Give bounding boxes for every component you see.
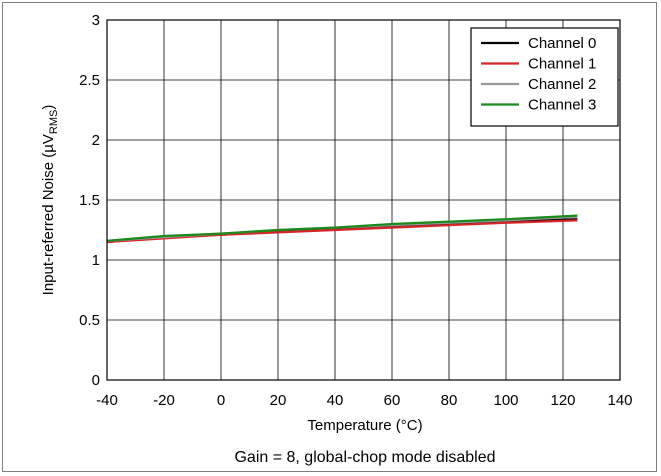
x-tick-label: 40: [327, 392, 344, 409]
x-tick-label: 120: [550, 392, 575, 409]
x-tick-label: 20: [270, 392, 287, 409]
series-line: [106, 214, 578, 242]
legend-label: Channel 2: [528, 76, 596, 93]
x-tick-label: 80: [441, 392, 458, 409]
y-tick-label: 0: [92, 372, 100, 389]
x-axis-label: Temperature (°C): [307, 417, 422, 434]
y-tick-label: 0.5: [79, 312, 100, 329]
x-tick-label: 100: [493, 392, 518, 409]
y-tick-label: 3: [92, 12, 100, 29]
y-axis-label-end: ): [40, 105, 57, 110]
x-tick-label: 0: [217, 392, 225, 409]
y-tick-label: 1: [92, 252, 100, 269]
legend-box: [470, 27, 619, 127]
y-tick-label: 2.5: [79, 72, 100, 89]
x-tick-label: 60: [384, 392, 401, 409]
series-line: [106, 219, 578, 244]
legend: Channel 0 Channel 1 Channel 2 Channel 3: [470, 27, 619, 127]
chart-caption: Gain = 8, global-chop mode disabled: [234, 449, 495, 466]
y-axis-label: Input-referred Noise (µVRMS): [40, 105, 60, 296]
legend-label: Channel 3: [528, 97, 596, 114]
legend-label: Channel 1: [528, 56, 596, 73]
y-axis-label-sub: RMS: [48, 110, 60, 134]
series-layer: [106, 214, 578, 244]
y-tick-labels: 0 0.5 1 1.5 2 2.5 3: [79, 12, 100, 389]
legend-label: Channel 0: [528, 35, 596, 52]
y-tick-label: 1.5: [79, 192, 100, 209]
x-tick-labels: -40 -20 0 20 40 60 80 100 120 140: [96, 392, 632, 409]
x-tick-label: 140: [607, 392, 632, 409]
y-axis-label-main: Input-referred Noise (µV: [40, 134, 57, 295]
x-tick-label: -20: [153, 392, 175, 409]
x-tick-label: -40: [96, 392, 118, 409]
y-tick-label: 2: [92, 132, 100, 149]
plot-border: [106, 19, 621, 381]
